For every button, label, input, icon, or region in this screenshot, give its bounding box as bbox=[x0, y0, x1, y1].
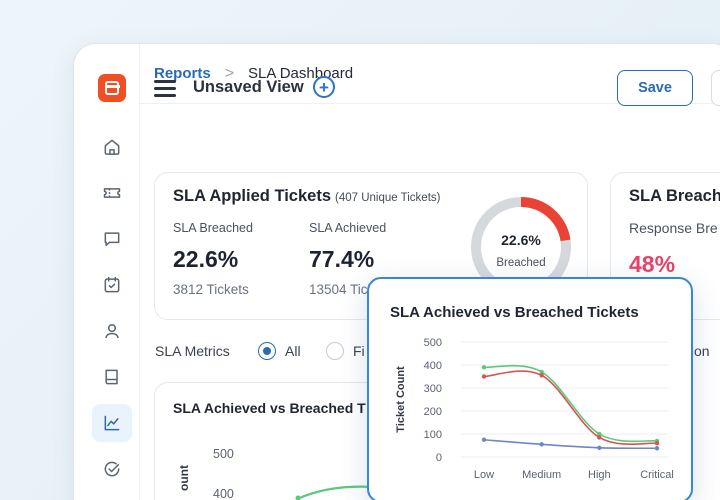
bg-tick-500: 500 bbox=[213, 447, 234, 461]
nav-calendar[interactable] bbox=[92, 266, 132, 304]
y-tick-label: 400 bbox=[424, 360, 442, 372]
sidebar bbox=[74, 44, 140, 500]
data-point[interactable] bbox=[597, 431, 602, 437]
x-tick-label: Medium bbox=[522, 469, 561, 481]
menu-icon[interactable] bbox=[154, 80, 176, 98]
data-point[interactable] bbox=[597, 445, 602, 450]
add-view-button[interactable]: + bbox=[313, 76, 335, 98]
x-tick-label: Critical bbox=[640, 469, 674, 481]
home-icon bbox=[104, 139, 120, 155]
unique-tickets-count: (407 Unique Tickets) bbox=[335, 192, 441, 204]
nav-reports[interactable] bbox=[92, 404, 132, 442]
data-point[interactable] bbox=[539, 369, 544, 375]
x-tick-label: Low bbox=[474, 469, 494, 481]
nav-tickets[interactable] bbox=[92, 174, 132, 212]
y-tick-label: 200 bbox=[424, 406, 442, 418]
radio-all[interactable] bbox=[258, 342, 276, 360]
donut-breached-arc bbox=[471, 197, 571, 297]
data-point[interactable] bbox=[481, 365, 487, 370]
radio-first-label: Fi bbox=[353, 343, 365, 359]
breadcrumb-reports-link[interactable]: Reports bbox=[154, 65, 211, 82]
sla-metrics-filter: SLA Metrics All Fi tion bbox=[155, 340, 715, 364]
achieved-value: 77.4% bbox=[309, 246, 375, 272]
line-chart: 0 100 200 300 400 500 Low Medium High Critical Tic… bbox=[395, 337, 674, 481]
data-point[interactable] bbox=[597, 435, 602, 440]
data-point[interactable] bbox=[654, 446, 660, 451]
y-tick-label: 300 bbox=[424, 383, 442, 395]
data-point[interactable] bbox=[481, 374, 487, 379]
chat-icon bbox=[104, 232, 120, 246]
book-icon bbox=[105, 369, 118, 385]
x-tick-label: High bbox=[588, 469, 611, 481]
breached-label: SLA Breached bbox=[173, 221, 253, 235]
series-line-1 bbox=[483, 370, 658, 446]
user-icon bbox=[105, 324, 119, 339]
nav-approvals[interactable] bbox=[92, 450, 132, 488]
y-tick-label: 500 bbox=[424, 337, 442, 349]
more-options-button[interactable] bbox=[711, 70, 720, 106]
filter-label: SLA Metrics bbox=[155, 343, 230, 359]
breached-tickets: 3812 Tickets bbox=[173, 282, 249, 297]
series-line-0 bbox=[483, 364, 658, 443]
achieved-label: SLA Achieved bbox=[309, 221, 387, 235]
series-line-2 bbox=[483, 438, 658, 450]
data-point[interactable] bbox=[539, 442, 544, 447]
nav-chat[interactable] bbox=[92, 220, 132, 258]
data-point[interactable] bbox=[481, 437, 487, 442]
donut-label: Breached bbox=[496, 257, 545, 269]
nav-home[interactable] bbox=[92, 128, 132, 166]
calendar-check-icon bbox=[104, 276, 120, 293]
chart-line-icon bbox=[104, 415, 120, 431]
y-tick-label: 0 bbox=[436, 452, 442, 464]
check-circle-icon bbox=[104, 461, 120, 477]
card-title: SLA Applied Tickets (407 Unique Tickets) bbox=[173, 187, 440, 206]
donut-value: 22.6% bbox=[501, 232, 541, 248]
response-breach-value: 48% bbox=[629, 251, 676, 277]
ticket-icon bbox=[103, 188, 121, 198]
radio-all-label: All bbox=[285, 343, 301, 359]
y-tick-label: 100 bbox=[424, 429, 442, 441]
chart-title: SLA Achieved vs Breached Tickets bbox=[390, 304, 639, 321]
chart-popup-card: SLA Achieved vs Breached Tickets 0 100 200… bbox=[367, 277, 693, 500]
save-button[interactable]: Save bbox=[617, 70, 693, 106]
response-breach-label: Response Bre bbox=[629, 220, 718, 236]
view-title: Unsaved View bbox=[193, 78, 304, 96]
breached-value: 22.6% bbox=[173, 246, 239, 272]
data-point[interactable] bbox=[654, 441, 660, 446]
bg-chart-line bbox=[295, 485, 374, 500]
bg-chart-title: SLA Achieved vs Breached T bbox=[173, 400, 366, 416]
nav-knowledge-base[interactable] bbox=[92, 358, 132, 396]
nav-user[interactable] bbox=[92, 312, 132, 350]
y-axis-label: Ticket Count bbox=[395, 366, 407, 433]
bg-tick-400: 400 bbox=[213, 487, 234, 500]
data-point[interactable] bbox=[539, 373, 544, 378]
sla-breach-title: SLA Breach bbox=[629, 187, 720, 205]
plus-icon: + bbox=[319, 77, 329, 97]
radio-first-response[interactable] bbox=[326, 342, 344, 360]
view-bar: Unsaved View + Save bbox=[154, 70, 720, 112]
chevron-right-icon: > bbox=[224, 64, 235, 82]
app-logo[interactable] bbox=[98, 74, 126, 102]
bg-ylabel: ount bbox=[177, 465, 191, 491]
sla-applied-title: SLA Applied Tickets bbox=[173, 187, 332, 205]
